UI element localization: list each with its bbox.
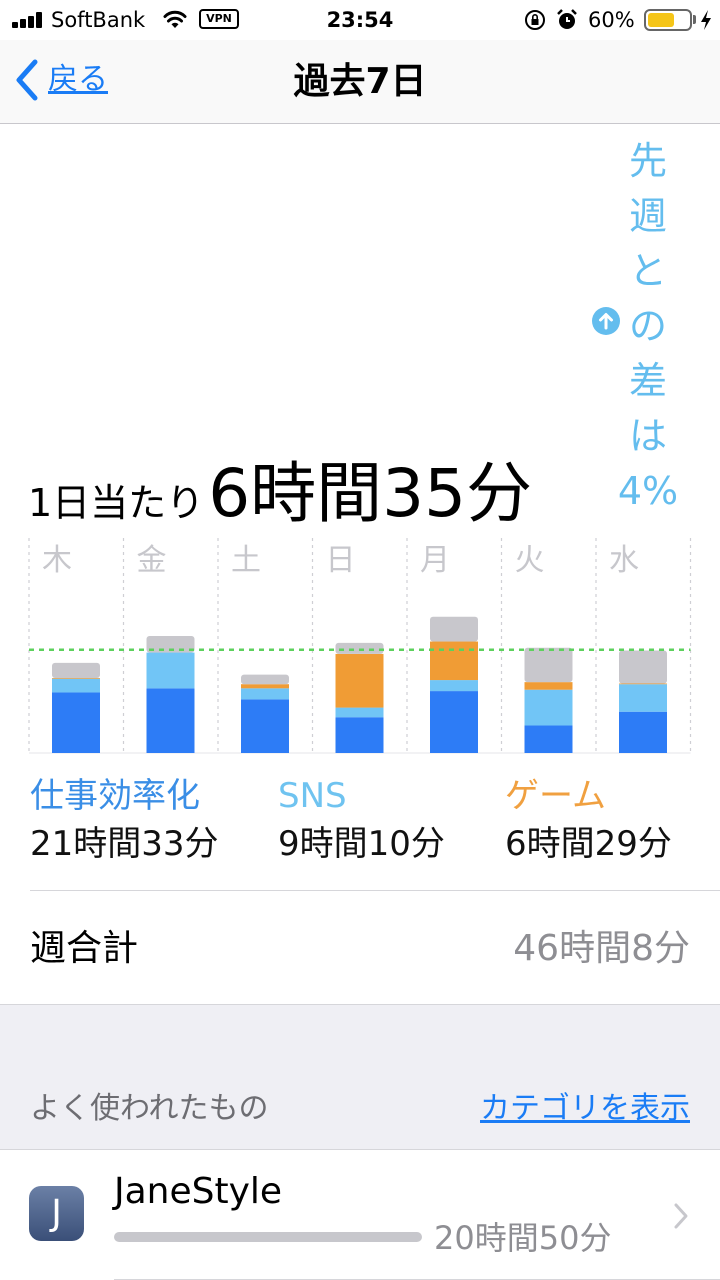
category-name: 仕事効率化 xyxy=(30,776,200,816)
weekly-diff-char: と xyxy=(628,249,667,293)
orientation-lock-icon xyxy=(525,10,545,30)
bar-segment xyxy=(335,707,384,718)
arrow-up-circle-icon xyxy=(592,307,620,335)
vpn-badge: VPN xyxy=(199,9,239,29)
category-time: 9時間10分 xyxy=(278,824,445,864)
category-sns: SNS 9時間10分 xyxy=(278,774,445,870)
bar-segment xyxy=(146,652,195,689)
daily-average-value: 6時間35分 xyxy=(208,455,533,532)
bar-segment xyxy=(524,725,573,753)
usage-chart: 木金土日月火水 xyxy=(28,538,692,754)
back-label: 戻る xyxy=(48,62,108,97)
carrier-name: SoftBank xyxy=(51,8,146,32)
weekly-total-value: 46時間8分 xyxy=(513,928,690,969)
battery-percent: 60% xyxy=(588,8,635,32)
weekly-diff-text: 先週との差は 4% xyxy=(618,134,678,519)
bar-segment xyxy=(524,647,573,683)
bar-segment xyxy=(335,717,384,753)
bar-segment xyxy=(619,711,667,753)
bar-segment xyxy=(524,689,573,726)
bar-segment xyxy=(146,688,195,753)
bar-segment xyxy=(335,642,384,654)
bar-segment xyxy=(430,616,478,642)
day-label: 水 xyxy=(609,543,639,578)
day-label: 木 xyxy=(42,543,72,578)
app-name: JaneStyle xyxy=(114,1171,283,1212)
summary-section: 先週との差は 4% 1日当たり 6時間35分 木 金 土 日 月 火 水 仕事効率化 21時間… xyxy=(0,124,720,1004)
bar-segment xyxy=(619,684,667,712)
bar-segment xyxy=(524,682,573,690)
bar-segment xyxy=(146,636,195,653)
battery-cap xyxy=(693,15,696,24)
bar-segment xyxy=(619,683,667,685)
show-categories-link[interactable]: カテゴリを表示 xyxy=(480,1091,690,1126)
app-usage-time: 20時間50分 xyxy=(434,1219,612,1257)
weekly-diff-char: 4% xyxy=(617,469,679,513)
weekly-total-label: 週合計 xyxy=(30,928,139,969)
day-label: 火 xyxy=(515,543,545,578)
bar-segment xyxy=(430,641,478,681)
weekly-diff-char: は xyxy=(628,414,667,458)
category-games: ゲーム 6時間29分 xyxy=(505,774,672,870)
alarm-icon xyxy=(557,9,577,29)
bar-segment xyxy=(241,688,289,700)
bar-segment xyxy=(241,699,289,753)
bar-segment xyxy=(52,678,100,693)
bar-segment xyxy=(619,650,667,684)
category-time: 6時間29分 xyxy=(505,824,672,864)
divider xyxy=(30,890,720,891)
battery-icon xyxy=(644,9,692,31)
app-row[interactable]: J JaneStyle 20時間50分 xyxy=(0,1150,720,1280)
bar-segment xyxy=(241,674,289,685)
weekly-diff-char: 先 xyxy=(628,139,667,183)
back-button[interactable]: 戻る xyxy=(14,56,108,104)
bar-segment xyxy=(430,680,478,692)
weekly-diff-char: の xyxy=(628,304,667,348)
daily-average-label: 1日当たり xyxy=(28,481,205,525)
bar-segment xyxy=(52,678,100,679)
category-summary: 仕事効率化 21時間33分 SNS 9時間10分 ゲーム 6時間29分 xyxy=(30,774,710,874)
category-name: ゲーム xyxy=(505,776,606,816)
day-label: 土 xyxy=(231,543,261,578)
category-time: 21時間33分 xyxy=(30,824,219,864)
charging-bolt-icon xyxy=(701,10,711,30)
day-label: 金 xyxy=(137,543,167,578)
status-bar: SoftBank VPN 23:54 60% xyxy=(0,0,720,40)
clock: 23:54 xyxy=(326,8,394,32)
daily-average: 1日当たり 6時間35分 xyxy=(28,440,532,532)
day-label: 月 xyxy=(420,543,450,578)
category-productivity: 仕事効率化 21時間33分 xyxy=(30,774,219,870)
weekly-diff-char: 週 xyxy=(628,194,667,238)
bar-segment xyxy=(52,662,100,679)
day-label: 日 xyxy=(326,543,356,578)
wifi-icon xyxy=(163,10,187,28)
bar-segment xyxy=(52,692,100,753)
signal-icon xyxy=(12,12,46,28)
page-title: 過去7日 xyxy=(293,61,427,102)
weekly-diff-char: 差 xyxy=(628,359,667,403)
app-usage-bar xyxy=(114,1232,422,1242)
most-used-header: よく使われたもの カテゴリを表示 xyxy=(0,1004,720,1150)
chevron-right-icon xyxy=(674,1203,688,1229)
chevron-left-icon xyxy=(16,59,38,101)
battery-level xyxy=(648,13,675,27)
most-used-title: よく使われたもの xyxy=(30,1091,269,1126)
category-name: SNS xyxy=(278,776,347,816)
bar-segment xyxy=(430,691,478,753)
app-icon: J xyxy=(29,1186,84,1241)
bar-segment xyxy=(241,684,289,689)
bar-segment xyxy=(335,653,384,708)
navigation-bar: 戻る 過去7日 xyxy=(0,40,720,124)
